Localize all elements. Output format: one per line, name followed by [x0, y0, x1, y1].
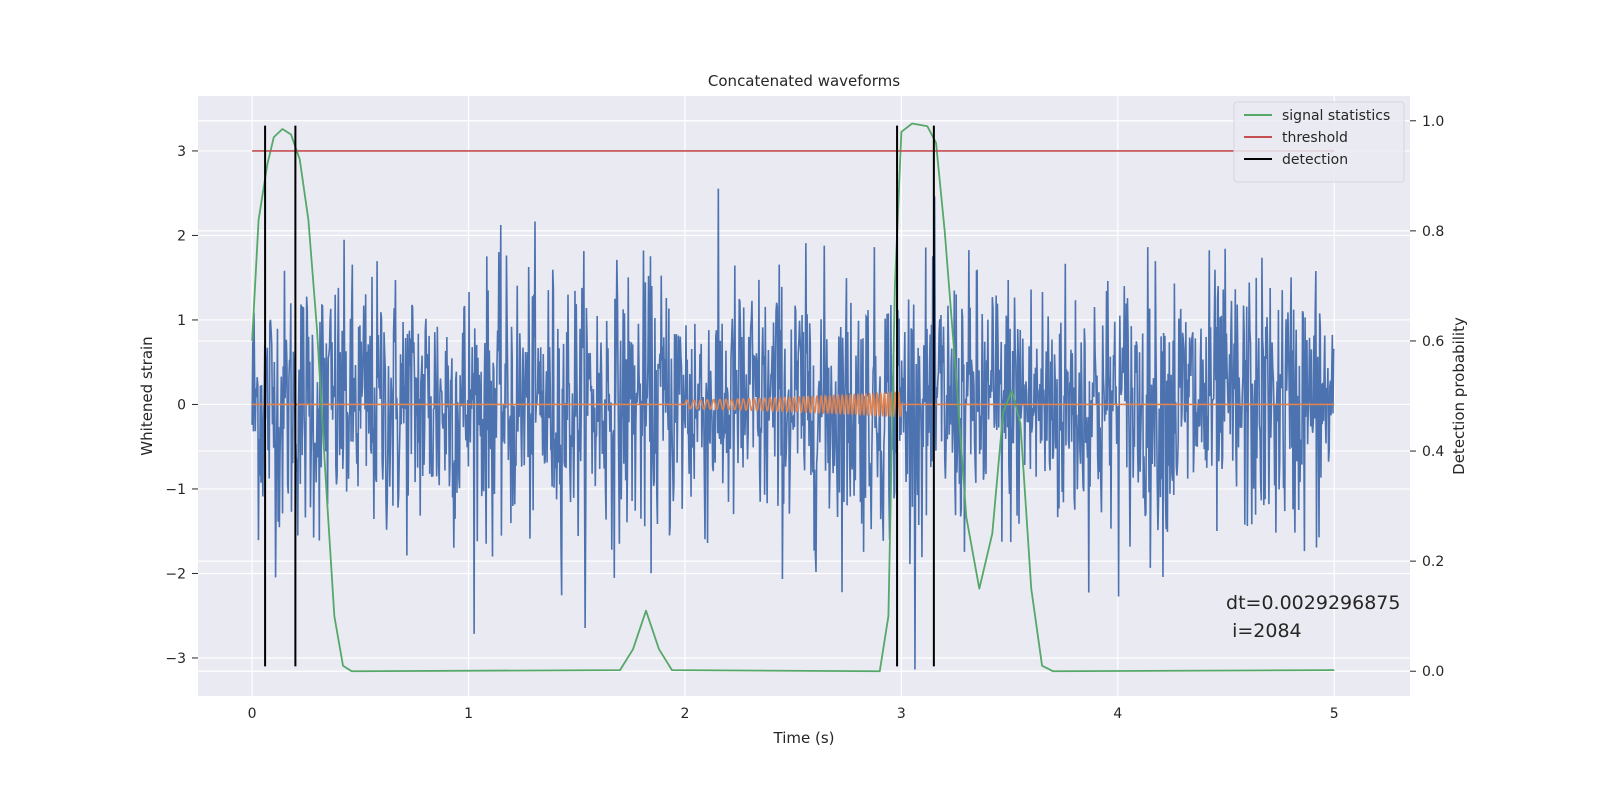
signal-statistics-line: [251, 122, 1335, 673]
x-tick-label: 3: [897, 706, 906, 722]
x-tick-label: 4: [1113, 706, 1122, 722]
legend-label: detection: [1282, 152, 1348, 168]
y-tick-label: −3: [165, 651, 186, 667]
strain-series-line: [251, 188, 1335, 670]
legend: signal statistics threshold detection: [1233, 101, 1405, 183]
x-tick-label: 2: [681, 706, 690, 722]
y2-axis-label: Detection probability: [1450, 317, 1468, 475]
y2-tick-label: 0.4: [1422, 444, 1444, 460]
series-layer: [251, 122, 1335, 673]
x-tick-label: 0: [248, 706, 257, 722]
y-axis-label: Whitened strain: [138, 336, 156, 455]
y-tick-label: 2: [177, 228, 186, 244]
annotation: dt=0.0029296875 i=2084: [1226, 592, 1400, 642]
x-tick-label: 5: [1330, 706, 1339, 722]
x-tick-label: 1: [464, 706, 473, 722]
chart-title: Concatenated waveforms: [708, 72, 900, 90]
y-tick-label: −1: [165, 482, 186, 498]
y-tick-label: −2: [165, 566, 186, 582]
legend-label: threshold: [1282, 130, 1348, 146]
y-tick-label: 0: [177, 397, 186, 413]
annotation-line: dt=0.0029296875: [1226, 592, 1400, 614]
y2-tick-label: 0.2: [1422, 554, 1444, 570]
legend-label: signal statistics: [1282, 108, 1390, 124]
y2-tick-label: 0.8: [1422, 224, 1444, 240]
annotation-line: i=2084: [1226, 620, 1302, 642]
injection-series-line: [252, 390, 1335, 418]
y-tick-label: 3: [177, 144, 186, 160]
axes: 0 1 2 3 4 5 −3 −2 −1 0 1 2 3 0.0 0.2 0.4 0.6 0.8 1.0: [165, 114, 1444, 722]
legend-box: [1233, 101, 1405, 183]
y-tick-label: 1: [177, 313, 186, 329]
y2-tick-label: 0.0: [1422, 664, 1444, 680]
y2-tick-label: 1.0: [1422, 114, 1444, 130]
x-axis-label: Time (s): [773, 729, 835, 747]
y2-tick-label: 0.6: [1422, 334, 1444, 350]
